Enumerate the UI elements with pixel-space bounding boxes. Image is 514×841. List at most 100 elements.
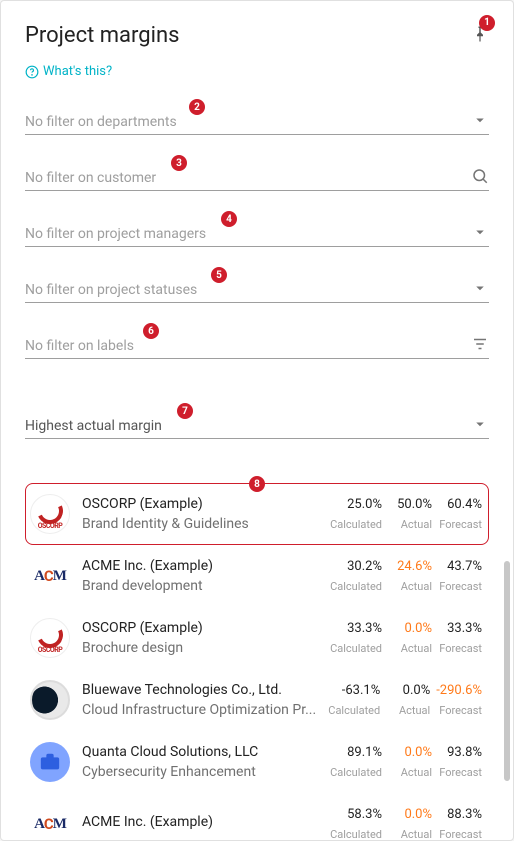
company-logo: ACM <box>30 804 70 841</box>
metric-forecast: 60.4%Forecast <box>438 497 482 531</box>
project-text: OSCORP (Example) Brand Identity & Guideli… <box>82 496 330 532</box>
metric-label: Actual <box>388 828 432 841</box>
filter-label: No filter on project managers <box>25 226 471 242</box>
metric-forecast: 33.3% Forecast <box>438 621 482 655</box>
metric-value: 33.3% <box>438 621 482 636</box>
metric-forecast: -290.6% Forecast <box>436 683 482 717</box>
metric-value: -290.6% <box>436 683 482 698</box>
project-text: Bluewave Technologies Co., Ltd. Cloud Inf… <box>82 682 328 718</box>
callout-badge: 7 <box>177 403 193 419</box>
filter-label: No filter on labels <box>25 338 471 354</box>
metric-actual: 50.0%Actual <box>388 497 432 531</box>
metric-actual: 0.0% Actual <box>388 621 432 655</box>
metric-label: Actual <box>386 704 430 717</box>
callout-badge: 4 <box>221 211 237 227</box>
metric-label: Forecast <box>438 642 482 655</box>
metric-calc: -63.1% Calculated <box>328 683 380 717</box>
filter-icon <box>471 335 489 357</box>
metric-calc: 89.1% Calculated <box>330 745 382 779</box>
metric-value: 0.0% <box>388 807 432 822</box>
project-text: Quanta Cloud Solutions, LLCCybersecurity… <box>82 744 330 780</box>
filter-1[interactable]: No filter on customer3 <box>25 165 489 191</box>
metric-value: 58.3% <box>330 807 382 822</box>
callout-badge-1: 1 <box>479 15 495 31</box>
metric-label: Actual <box>388 766 432 779</box>
company-logo: ACM <box>30 556 70 596</box>
project-row[interactable]: OSCORPOSCORP (Example)Brochure design33.… <box>25 607 489 669</box>
metric-label: Calculated <box>328 704 380 717</box>
panel-header: Project margins 1 <box>25 23 489 48</box>
project-company: OSCORP (Example) <box>82 620 330 636</box>
project-metrics: -63.1% Calculated 0.0%Actual -290.6% Forecas… <box>328 683 482 717</box>
metric-value: 93.8% <box>438 745 482 760</box>
metric-value: 30.2% <box>330 559 382 574</box>
filter-0[interactable]: No filter on departments2 <box>25 109 489 135</box>
project-row[interactable]: Bluewave Technologies Co., Ltd. Cloud Inf… <box>25 669 489 731</box>
metric-value: 88.3% <box>438 807 482 822</box>
project-company: Bluewave Technologies Co., Ltd. <box>82 682 328 698</box>
metric-calc: 25.0%Calculated <box>330 497 382 531</box>
project-name: Cybersecurity Enhancement <box>82 764 330 780</box>
callout-badge: 5 <box>211 267 227 283</box>
chevron-icon <box>471 279 489 301</box>
filter-3[interactable]: No filter on project statuses5 <box>25 277 489 303</box>
project-metrics: 30.2% Calculated 24.6%Actual43.7%Forecast <box>330 559 482 593</box>
chevron-icon <box>471 223 489 245</box>
callout-badge: 8 <box>249 476 265 492</box>
scrollbar[interactable] <box>504 561 510 781</box>
project-row[interactable]: 8OSCORPOSCORP (Example)Brand Identity & … <box>25 483 489 545</box>
filter-label: No filter on departments <box>25 114 471 130</box>
metric-label: Actual <box>388 518 432 531</box>
whats-this-link[interactable]: What's this? <box>25 64 489 79</box>
filter-5[interactable]: Highest actual margin7 <box>25 413 489 439</box>
project-metrics: 25.0%Calculated50.0%Actual60.4%Forecast <box>330 497 482 531</box>
search-icon <box>471 167 489 189</box>
project-row[interactable]: ACMACME Inc. (Example)58.3%Calculated0.0… <box>25 793 489 841</box>
metric-forecast: 43.7%Forecast <box>438 559 482 593</box>
filter-label: No filter on customer <box>25 170 471 186</box>
filter-label: No filter on project statuses <box>25 282 471 298</box>
metric-value: 0.0% <box>388 745 432 760</box>
metric-label: Forecast <box>438 518 482 531</box>
metric-value: 33.3% <box>330 621 382 636</box>
metric-forecast: 93.8%Forecast <box>438 745 482 779</box>
project-text: OSCORP (Example)Brochure design <box>82 620 330 656</box>
metric-actual: 0.0% Actual <box>388 807 432 841</box>
metric-forecast: 88.3%Forecast <box>438 807 482 841</box>
metric-label: Calculated <box>330 642 382 655</box>
company-logo <box>30 680 70 720</box>
metric-value: -63.1% <box>328 683 380 698</box>
project-list: 8OSCORPOSCORP (Example)Brand Identity & … <box>25 483 489 841</box>
metric-value: 24.6% <box>388 559 432 574</box>
project-row[interactable]: ACM ACME Inc. (Example) Brand development3… <box>25 545 489 607</box>
metric-label: Calculated <box>330 766 382 779</box>
project-metrics: 89.1% Calculated 0.0% Actual 93.8%Forecast <box>330 745 482 779</box>
metric-value: 0.0% <box>388 621 432 636</box>
metric-actual: 0.0%Actual <box>386 683 430 717</box>
project-margins-panel: Project margins 1 What's this? No filter… <box>0 0 514 841</box>
project-company: OSCORP (Example) <box>82 496 330 512</box>
metric-label: Calculated <box>330 518 382 531</box>
filter-2[interactable]: No filter on project managers4 <box>25 221 489 247</box>
metric-label: Forecast <box>436 704 482 717</box>
metric-label: Actual <box>388 642 432 655</box>
project-metrics: 33.3% Calculated 0.0% Actual 33.3% Forecast <box>330 621 482 655</box>
metric-calc: 58.3%Calculated <box>330 807 382 841</box>
metric-value: 89.1% <box>330 745 382 760</box>
project-name: Brand development <box>82 578 330 594</box>
chevron-icon <box>471 415 489 437</box>
filter-label: Highest actual margin <box>25 418 471 434</box>
project-name: Cloud Infrastructure Optimization Pr... <box>82 702 328 718</box>
project-text: ACME Inc. (Example) <box>82 814 330 834</box>
metric-calc: 30.2% Calculated <box>330 559 382 593</box>
metric-actual: 24.6%Actual <box>388 559 432 593</box>
metric-actual: 0.0% Actual <box>388 745 432 779</box>
project-row[interactable]: Quanta Cloud Solutions, LLCCybersecurity… <box>25 731 489 793</box>
project-company: ACME Inc. (Example) <box>82 814 330 830</box>
project-name: Brand Identity & Guidelines <box>82 516 330 532</box>
metric-label: Calculated <box>330 580 382 593</box>
filter-4[interactable]: No filter on labels6 <box>25 333 489 359</box>
project-company: ACME Inc. (Example) <box>82 558 330 574</box>
pin-button[interactable]: 1 <box>471 25 489 47</box>
metric-value: 43.7% <box>438 559 482 574</box>
